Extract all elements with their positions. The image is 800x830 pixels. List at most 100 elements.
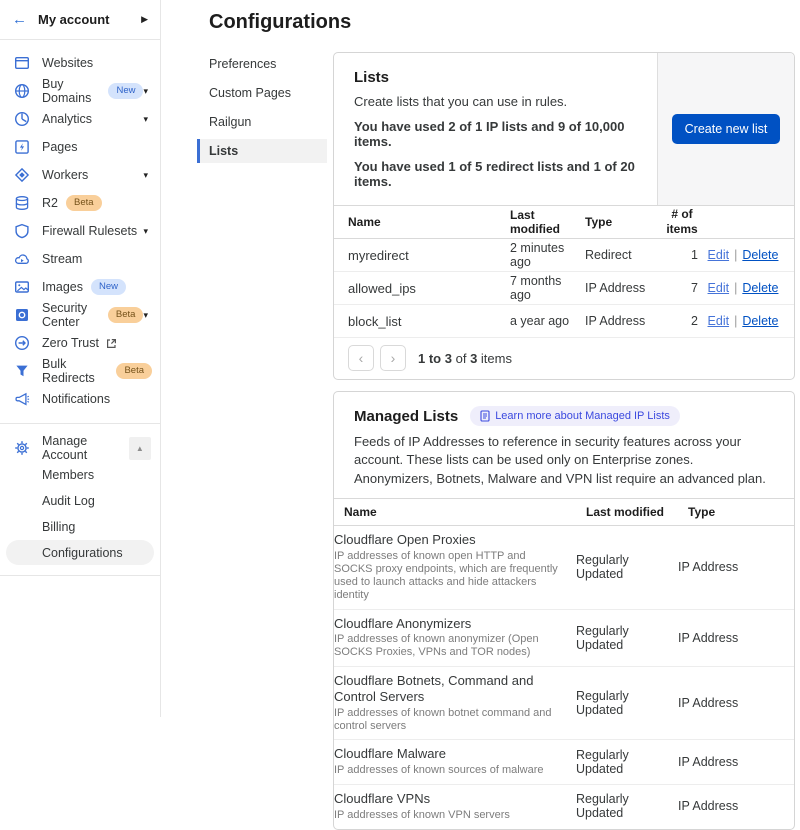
sidebar-item-members[interactable]: Members bbox=[6, 462, 154, 487]
sidebar-item-label: Firewall Rulesets bbox=[42, 224, 137, 238]
list-item-count: 7 bbox=[662, 281, 702, 295]
managed-list-type: IP Address bbox=[678, 755, 794, 769]
sidebar-item-label: Bulk Redirects bbox=[42, 357, 108, 385]
sidebar-item-label: Images bbox=[42, 280, 83, 294]
managed-list-name: Cloudflare Open Proxies bbox=[334, 532, 576, 548]
managed-list-type: IP Address bbox=[678, 799, 794, 813]
chevron-down-icon[interactable]: ▾ bbox=[143, 226, 152, 237]
sidebar-item-configurations[interactable]: Configurations bbox=[6, 540, 154, 565]
previous-page-button[interactable]: ‹ bbox=[348, 345, 374, 371]
sidebar-item-label: Analytics bbox=[42, 112, 92, 126]
redirect-lists-usage: You have used 1 of 5 redirect lists and … bbox=[354, 159, 637, 189]
link-separator: | bbox=[734, 314, 737, 328]
tab-railgun[interactable]: Railgun bbox=[197, 110, 327, 134]
sidebar-item-bulk-redirects[interactable]: Bulk Redirects Beta bbox=[0, 357, 160, 385]
managed-table-header: Name Last modified Type bbox=[334, 498, 794, 526]
list-name: allowed_ips bbox=[348, 281, 510, 296]
edit-link[interactable]: Edit bbox=[708, 248, 730, 262]
chevron-down-icon[interactable]: ▾ bbox=[143, 310, 152, 321]
sidebar-item-manage-account[interactable]: Manage Account ▲ bbox=[0, 434, 160, 462]
create-list-panel: Create new list bbox=[657, 53, 794, 205]
sidebar-item-pages[interactable]: Pages bbox=[0, 133, 160, 161]
configurations-subnav: Preferences Custom Pages Railgun Lists bbox=[197, 52, 327, 830]
managed-list-name: Cloudflare VPNs bbox=[334, 791, 576, 807]
funnel-icon bbox=[14, 363, 30, 379]
sidebar-item-label: Websites bbox=[42, 56, 93, 70]
column-header-items: # of items bbox=[662, 207, 702, 237]
delete-link[interactable]: Delete bbox=[742, 314, 778, 328]
chevron-down-icon[interactable]: ▾ bbox=[143, 170, 152, 181]
edit-link[interactable]: Edit bbox=[708, 281, 730, 295]
learn-more-link[interactable]: Learn more about Managed IP Lists bbox=[470, 406, 680, 426]
table-row: Cloudflare VPNs IP addresses of known VP… bbox=[334, 785, 794, 829]
items-header-line2: items bbox=[662, 222, 702, 237]
managed-list-name: Cloudflare Botnets, Command and Control … bbox=[334, 673, 576, 704]
managed-list-description: IP addresses of known botnet command and… bbox=[334, 707, 576, 733]
link-separator: | bbox=[734, 248, 737, 262]
document-icon bbox=[480, 410, 490, 422]
table-row: myredirect 2 minutes ago Redirect 1 Edit… bbox=[334, 239, 794, 272]
lists-card-title: Lists bbox=[354, 69, 637, 86]
workers-icon bbox=[14, 167, 30, 183]
edit-link[interactable]: Edit bbox=[708, 314, 730, 328]
gear-icon bbox=[14, 440, 30, 456]
subnav-label: Custom Pages bbox=[209, 86, 291, 100]
create-new-list-button[interactable]: Create new list bbox=[672, 114, 781, 144]
delete-link[interactable]: Delete bbox=[742, 248, 778, 262]
subnav-label: Lists bbox=[209, 144, 238, 158]
sidebar-header: ← My account ▶ bbox=[0, 0, 160, 40]
pagination-items-word: items bbox=[481, 351, 512, 366]
list-last-modified: a year ago bbox=[510, 314, 585, 328]
sidebar-item-r2[interactable]: R2 Beta bbox=[0, 189, 160, 217]
subnav-label: Preferences bbox=[209, 57, 276, 71]
chevron-down-icon[interactable]: ▾ bbox=[143, 86, 152, 97]
sidebar-item-zero-trust[interactable]: Zero Trust bbox=[0, 329, 160, 357]
managed-list-last-modified: Regularly Updated bbox=[576, 689, 678, 717]
images-icon bbox=[14, 279, 30, 295]
sidebar-item-billing[interactable]: Billing bbox=[6, 514, 154, 539]
megaphone-icon bbox=[14, 391, 30, 407]
sidebar-item-buy-domains[interactable]: Buy Domains New ▾ bbox=[0, 77, 160, 105]
globe-icon bbox=[14, 83, 30, 99]
sidebar-item-notifications[interactable]: Notifications bbox=[0, 385, 160, 413]
sidebar-item-workers[interactable]: Workers ▾ bbox=[0, 161, 160, 189]
pages-icon bbox=[14, 139, 30, 155]
back-arrow-icon[interactable]: ← bbox=[12, 12, 27, 27]
external-link-icon bbox=[106, 338, 117, 349]
managed-lists-title: Managed Lists bbox=[354, 408, 458, 425]
managed-list-last-modified: Regularly Updated bbox=[576, 748, 678, 776]
new-badge: New bbox=[108, 83, 143, 98]
delete-link[interactable]: Delete bbox=[742, 281, 778, 295]
sidebar-item-audit-log[interactable]: Audit Log bbox=[6, 488, 154, 513]
sidebar-item-firewall-rulesets[interactable]: Firewall Rulesets ▾ bbox=[0, 217, 160, 245]
list-name: block_list bbox=[348, 314, 510, 329]
table-row: Cloudflare Open Proxies IP addresses of … bbox=[334, 526, 794, 609]
shield-icon bbox=[14, 223, 30, 239]
table-row: allowed_ips 7 months ago IP Address 7 Ed… bbox=[334, 272, 794, 305]
sidebar-item-websites[interactable]: Websites bbox=[0, 49, 160, 77]
collapse-section-button[interactable]: ▲ bbox=[129, 437, 151, 460]
chevron-down-icon[interactable]: ▾ bbox=[143, 114, 152, 125]
sidebar-item-stream[interactable]: Stream bbox=[0, 245, 160, 273]
sidebar-item-security-center[interactable]: Security Center Beta ▾ bbox=[0, 301, 160, 329]
column-header-last-modified: Last modified bbox=[586, 505, 688, 519]
lists-table-header: Name Last modified Type # of items bbox=[334, 205, 794, 239]
tab-custom-pages[interactable]: Custom Pages bbox=[197, 81, 327, 105]
chevron-right-icon[interactable]: ▶ bbox=[141, 14, 148, 25]
sidebar-item-images[interactable]: Images New bbox=[0, 273, 160, 301]
column-header-type: Type bbox=[688, 505, 784, 519]
pagination-of: of bbox=[456, 351, 467, 366]
link-separator: | bbox=[734, 281, 737, 295]
pagination-total: 3 bbox=[470, 351, 477, 366]
zero-trust-icon bbox=[14, 335, 30, 351]
new-badge: New bbox=[91, 279, 126, 294]
managed-list-last-modified: Regularly Updated bbox=[576, 792, 678, 820]
tab-lists[interactable]: Lists bbox=[197, 139, 327, 163]
column-header-type: Type bbox=[585, 215, 662, 229]
sidebar-item-label: Security Center bbox=[42, 301, 100, 329]
table-row: block_list a year ago IP Address 2 Edit|… bbox=[334, 305, 794, 338]
tab-preferences[interactable]: Preferences bbox=[197, 52, 327, 76]
list-type: IP Address bbox=[585, 281, 662, 295]
next-page-button[interactable]: › bbox=[380, 345, 406, 371]
sidebar-item-analytics[interactable]: Analytics ▾ bbox=[0, 105, 160, 133]
